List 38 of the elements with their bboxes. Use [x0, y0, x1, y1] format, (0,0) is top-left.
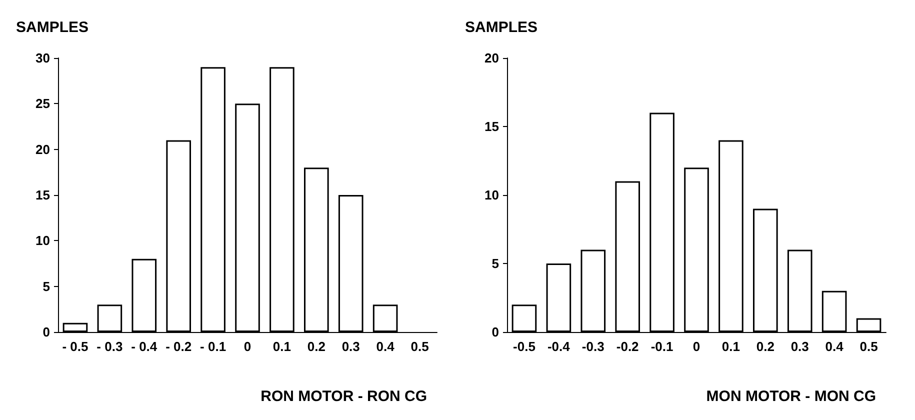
- y-tick-label: 5: [42, 278, 50, 294]
- x-tick-label: 0.2: [307, 339, 326, 354]
- y-tick-label: 20: [36, 142, 50, 157]
- x-tick-label: 0.1: [272, 339, 291, 354]
- x-tick-label: -0.4: [547, 339, 571, 354]
- x-tick-label: -0.1: [650, 339, 674, 354]
- y-tick-label: 0: [42, 324, 50, 340]
- x-tick-label: -0.3: [582, 339, 604, 354]
- y-axis-title: SAMPLES: [16, 19, 89, 36]
- y-axis-title: SAMPLES: [465, 19, 538, 36]
- x-tick-label: 0.3: [342, 339, 360, 354]
- y-tick-label: 15: [484, 119, 499, 134]
- x-tick-label: - 0.5: [62, 339, 88, 354]
- y-tick-label: 15: [36, 188, 50, 202]
- x-tick-label: -0.5: [513, 339, 536, 354]
- x-tick-label: -0.2: [616, 339, 639, 354]
- x-tick-label: 0.3: [790, 339, 809, 354]
- y-tick-label: 25: [36, 96, 50, 112]
- x-tick-label: 0: [692, 339, 700, 354]
- x-tick-label: - 0.1: [200, 339, 226, 354]
- x-tick-label: 0.4: [376, 339, 396, 354]
- x-axis-title: MON MOTOR - MON CG: [706, 388, 876, 405]
- x-tick-label: 0.5: [410, 339, 429, 354]
- x-tick-label: 0: [244, 339, 252, 354]
- y-tick-label: 5: [492, 256, 499, 271]
- x-tick-label: 0.4: [825, 339, 844, 354]
- y-tick-label: 0: [492, 324, 499, 340]
- x-tick-label: 0.1: [722, 339, 740, 354]
- y-tick-label: 30: [36, 50, 50, 66]
- x-tick-label: - 0.2: [166, 339, 192, 354]
- x-axis-title: RON MOTOR - RON CG: [260, 388, 428, 405]
- y-tick-label: 20: [484, 50, 499, 66]
- x-tick-label: - 0.3: [96, 339, 123, 354]
- y-tick-label: 10: [484, 188, 499, 202]
- x-tick-label: - 0.4: [131, 339, 158, 354]
- x-tick-label: 0.2: [756, 339, 774, 354]
- x-tick-label: 0.5: [860, 339, 878, 354]
- y-tick-label: 10: [36, 233, 50, 248]
